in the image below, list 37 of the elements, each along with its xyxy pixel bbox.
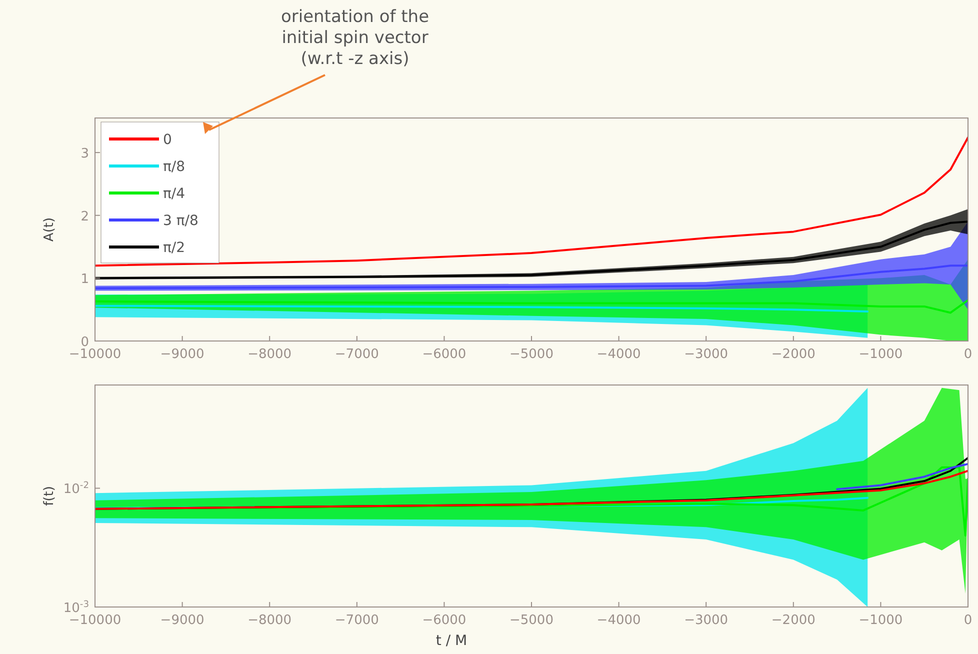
- x-tick-label: −9000: [160, 613, 204, 628]
- y-axis-title: A(t): [42, 217, 57, 242]
- y-tick-label: 0: [80, 335, 89, 350]
- x-tick-label: −6000: [422, 347, 466, 362]
- x-tick-label: −3000: [684, 613, 728, 628]
- x-tick-label: −7000: [334, 347, 379, 362]
- x-tick-label: −9000: [160, 347, 204, 362]
- y-tick-label: 1: [80, 272, 89, 288]
- y-axis-title: f(t): [42, 486, 57, 506]
- x-tick-label: −6000: [422, 613, 466, 628]
- x-tick-label: −5000: [510, 613, 554, 628]
- y-tick-label: 10$^{-3}$: [63, 600, 90, 616]
- x-tick-label: −4000: [596, 347, 641, 362]
- x-tick-label: −10000: [68, 613, 122, 628]
- y-tick-label: 10$^{-2}$: [63, 481, 89, 498]
- legend-label: π/2: [163, 240, 186, 256]
- legend-label: π/4: [163, 186, 186, 202]
- x-tick-label: −2000: [771, 613, 816, 628]
- x-tick-label: 0: [964, 347, 972, 362]
- y-tick-label: 2: [80, 209, 89, 224]
- x-tick-label: −8000: [248, 613, 292, 628]
- x-axis-title: t / M: [436, 633, 468, 649]
- x-tick-label: −7000: [334, 613, 379, 628]
- legend-label: π/8: [163, 159, 186, 175]
- x-tick-label: −5000: [510, 347, 554, 362]
- y-tick-label: 3: [80, 146, 89, 162]
- legend-label: 0: [163, 132, 172, 148]
- legend-title: orientation of the initial spin vector (w.r.t -z axis): [280, 7, 430, 69]
- legend-label: 3 π/8: [163, 213, 198, 229]
- x-tick-label: −2000: [771, 347, 816, 362]
- x-tick-label: −1000: [858, 613, 903, 628]
- x-tick-label: 0: [964, 613, 972, 628]
- x-tick-label: −4000: [596, 613, 641, 628]
- x-tick-label: −8000: [248, 347, 292, 362]
- x-tick-label: −10000: [68, 347, 122, 362]
- x-tick-label: −1000: [858, 347, 903, 362]
- x-tick-label: −3000: [684, 347, 728, 362]
